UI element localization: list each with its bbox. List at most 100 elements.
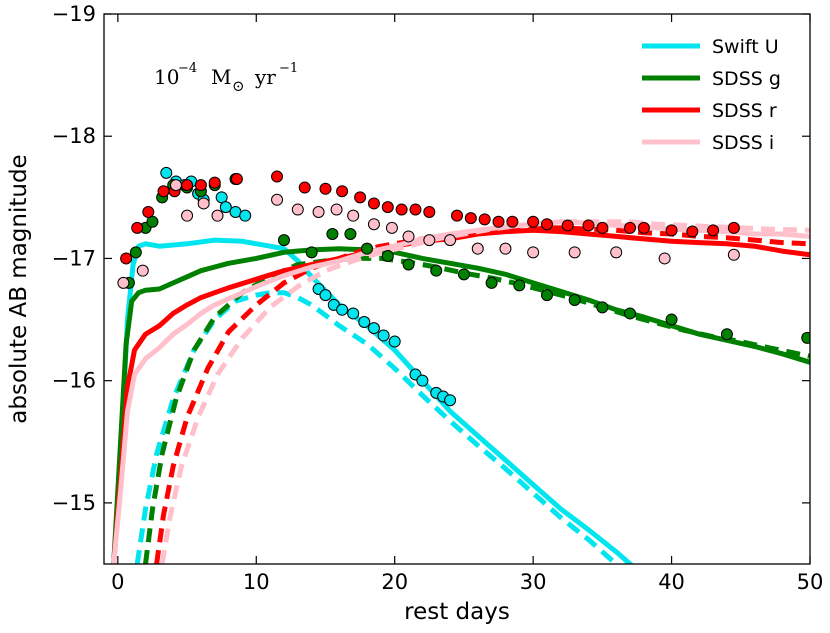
data-point-sdss-r — [492, 215, 505, 228]
data-point-sdss-i — [367, 218, 380, 231]
data-point-sdss-i — [136, 264, 149, 277]
data-point-sdss-r — [319, 182, 332, 195]
data-point-swift-u — [239, 209, 252, 222]
data-point-sdss-r — [686, 225, 699, 238]
legend-label-sdss-g: SDSS g — [712, 68, 781, 90]
data-point-sdss-g — [402, 258, 415, 271]
data-point-swift-u — [377, 329, 390, 342]
data-point-swift-u — [444, 394, 457, 407]
data-point-sdss-i — [658, 252, 671, 265]
data-point-sdss-g — [513, 279, 526, 292]
data-point-sdss-r — [367, 197, 380, 210]
data-point-sdss-g — [665, 313, 678, 326]
data-point-sdss-r — [142, 206, 155, 218]
data-point-sdss-r — [381, 201, 394, 214]
legend-label-sdss-i: SDSS i — [712, 132, 774, 154]
data-point-sdss-r — [208, 176, 221, 189]
data-point-sdss-g — [277, 234, 290, 247]
data-point-sdss-g — [720, 328, 733, 341]
data-point-sdss-i — [291, 203, 304, 216]
data-point-sdss-i — [169, 179, 182, 192]
y-tick-label: −18 — [52, 124, 96, 148]
data-point-sdss-g — [129, 246, 142, 259]
data-point-sdss-r — [194, 179, 207, 192]
data-point-sdss-g — [568, 294, 581, 306]
legend-label-sdss-r: SDSS r — [712, 100, 777, 122]
data-point-sdss-r — [131, 221, 144, 234]
y-axis-label: absolute AB magnitude — [6, 154, 32, 423]
data-point-sdss-i — [330, 203, 343, 216]
data-point-sdss-r — [464, 212, 477, 225]
x-tick-label: 30 — [520, 570, 547, 594]
data-point-sdss-r — [395, 203, 408, 216]
data-point-swift-u — [160, 166, 173, 179]
data-point-sdss-i — [527, 246, 540, 259]
x-tick-label: 40 — [658, 570, 685, 594]
y-tick-label: −19 — [52, 2, 96, 26]
data-point-sdss-r — [561, 219, 574, 232]
plot-frame — [103, 13, 811, 565]
data-point-swift-u — [388, 335, 401, 348]
data-point-sdss-g — [540, 289, 553, 302]
data-point-sdss-g — [801, 331, 810, 344]
data-point-sdss-g — [624, 307, 637, 320]
data-point-sdss-g — [305, 246, 318, 259]
x-axis-label: rest days — [404, 599, 510, 625]
data-point-sdss-r — [230, 173, 243, 185]
data-point-sdss-r — [582, 219, 595, 232]
data-point-sdss-i — [385, 221, 398, 234]
data-point-sdss-r — [157, 185, 170, 198]
data-point-swift-u — [367, 322, 380, 335]
data-point-sdss-i — [402, 230, 415, 243]
data-point-sdss-g — [457, 268, 470, 281]
data-point-swift-u — [358, 316, 371, 328]
data-point-sdss-i — [181, 209, 194, 222]
data-point-sdss-i — [423, 234, 436, 247]
data-point-sdss-i — [271, 193, 284, 206]
data-point-sdss-r — [336, 185, 349, 198]
data-point-sdss-i — [197, 197, 210, 210]
data-point-sdss-i — [471, 242, 484, 255]
plot-area — [104, 14, 810, 564]
x-tick-label: 50 — [797, 570, 824, 594]
annotation-exponent: −4 — [178, 61, 197, 76]
data-point-sdss-i — [610, 246, 623, 259]
annotation-mass-loss-rate: 10 −4 M ⊙ yr −1 — [154, 61, 298, 95]
data-point-sdss-i — [444, 234, 457, 247]
data-point-sdss-r — [181, 179, 194, 192]
data-point-swift-u — [336, 303, 349, 316]
model-dashed-sdss-i — [159, 219, 810, 564]
data-point-swift-u — [416, 374, 429, 387]
data-point-sdss-r — [354, 191, 367, 204]
data-point-sdss-r — [727, 221, 740, 234]
data-point-sdss-r — [707, 224, 720, 237]
data-point-sdss-g — [344, 228, 357, 240]
data-point-sdss-r — [624, 221, 637, 234]
data-point-swift-u — [219, 201, 232, 214]
data-point-sdss-g — [381, 250, 394, 262]
data-point-sdss-r — [298, 181, 311, 194]
annotation-unit-sub: ⊙ — [232, 77, 245, 95]
data-point-sdss-r — [271, 170, 284, 183]
data-point-sdss-g — [485, 276, 498, 289]
x-tick-label: 20 — [381, 570, 408, 594]
x-tick-label: 0 — [111, 570, 124, 594]
data-point-sdss-r — [527, 215, 540, 228]
y-tick-label: −17 — [52, 246, 96, 270]
data-point-sdss-i — [568, 246, 581, 259]
data-point-sdss-r — [409, 203, 422, 216]
data-point-sdss-i — [499, 242, 512, 255]
data-point-sdss-r — [120, 252, 133, 265]
data-point-sdss-r — [637, 221, 650, 234]
data-point-sdss-i — [312, 206, 325, 218]
legend: Swift U SDSS g SDSS r SDSS i — [642, 36, 781, 154]
data-point-sdss-r — [540, 218, 553, 231]
data-point-sdss-r — [596, 221, 609, 234]
data-point-sdss-r — [665, 224, 678, 237]
data-point-sdss-g — [361, 242, 374, 255]
data-point-sdss-g — [596, 301, 609, 314]
data-point-sdss-r — [423, 206, 436, 218]
data-point-sdss-r — [506, 215, 519, 228]
annotation-unit-exp: −1 — [279, 61, 298, 76]
y-tick-label: −15 — [52, 491, 96, 515]
